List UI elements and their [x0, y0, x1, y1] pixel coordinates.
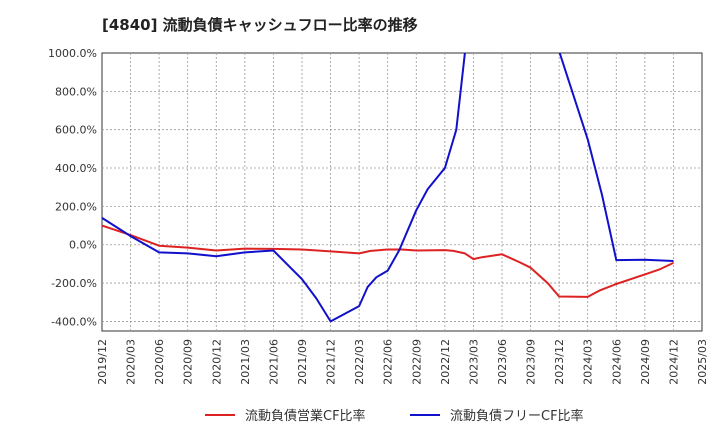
- x-tick-label: 2021/06: [267, 339, 280, 385]
- y-tick-label: 200.0%: [55, 200, 97, 213]
- x-tick-label: 2024/06: [610, 339, 623, 385]
- x-tick-label: 2024/09: [639, 339, 652, 385]
- x-tick-label: 2023/12: [553, 339, 566, 385]
- x-tick-label: 2021/12: [325, 339, 338, 385]
- x-tick-label: 2022/09: [410, 339, 423, 385]
- series-layer: [102, 53, 674, 323]
- x-tick-label: 2019/12: [96, 339, 109, 385]
- y-tick-label: 0.0%: [69, 239, 97, 252]
- y-axis: 1000.0% 800.0% 600.0% 400.0% 200.0% 0.0% -200.…: [48, 47, 97, 328]
- x-tick-label: 2025/03: [696, 339, 709, 385]
- y-tick-label: -200.0%: [51, 277, 97, 290]
- legend: 流動負債営業CF比率 流動負債フリーCF比率: [205, 408, 584, 424]
- x-tick-label: 2021/09: [296, 339, 309, 385]
- series-line-1: [102, 224, 674, 298]
- x-tick-label: 2022/12: [439, 339, 452, 385]
- x-tick-label: 2023/03: [467, 339, 480, 385]
- y-tick-label: 400.0%: [55, 162, 97, 175]
- x-tick-label: 2022/06: [382, 339, 395, 385]
- x-tick-label: 2020/12: [210, 339, 223, 385]
- chart-title: [4840] 流動負債キャッシュフロー比率の推移: [102, 16, 418, 34]
- x-tick-label: 2020/06: [153, 339, 166, 385]
- plot-border: [101, 52, 703, 332]
- x-tick-label: 2020/09: [182, 339, 195, 385]
- x-tick-label: 2024/12: [667, 339, 680, 385]
- x-tick-label: 2023/09: [525, 339, 538, 385]
- x-tick-label: 2020/03: [125, 339, 138, 385]
- y-tick-label: 600.0%: [55, 124, 97, 137]
- x-tick-label: 2021/03: [239, 339, 252, 385]
- y-tick-label: -400.0%: [51, 315, 97, 328]
- y-tick-label: 1000.0%: [48, 47, 97, 60]
- x-axis: 2019/12 2020/03 2020/06 2020/09 2020/12 2021/…: [96, 339, 709, 385]
- x-tick-label: 2023/06: [496, 339, 509, 385]
- x-tick-label: 2024/03: [582, 339, 595, 385]
- plot-area: [101, 52, 703, 332]
- x-tick-label: 2022/03: [353, 339, 366, 385]
- y-tick-label: 800.0%: [55, 85, 97, 98]
- series-line-2: [102, 53, 674, 323]
- legend-label-2: 流動負債フリーCF比率: [450, 408, 584, 424]
- legend-label-1: 流動負債営業CF比率: [245, 408, 366, 424]
